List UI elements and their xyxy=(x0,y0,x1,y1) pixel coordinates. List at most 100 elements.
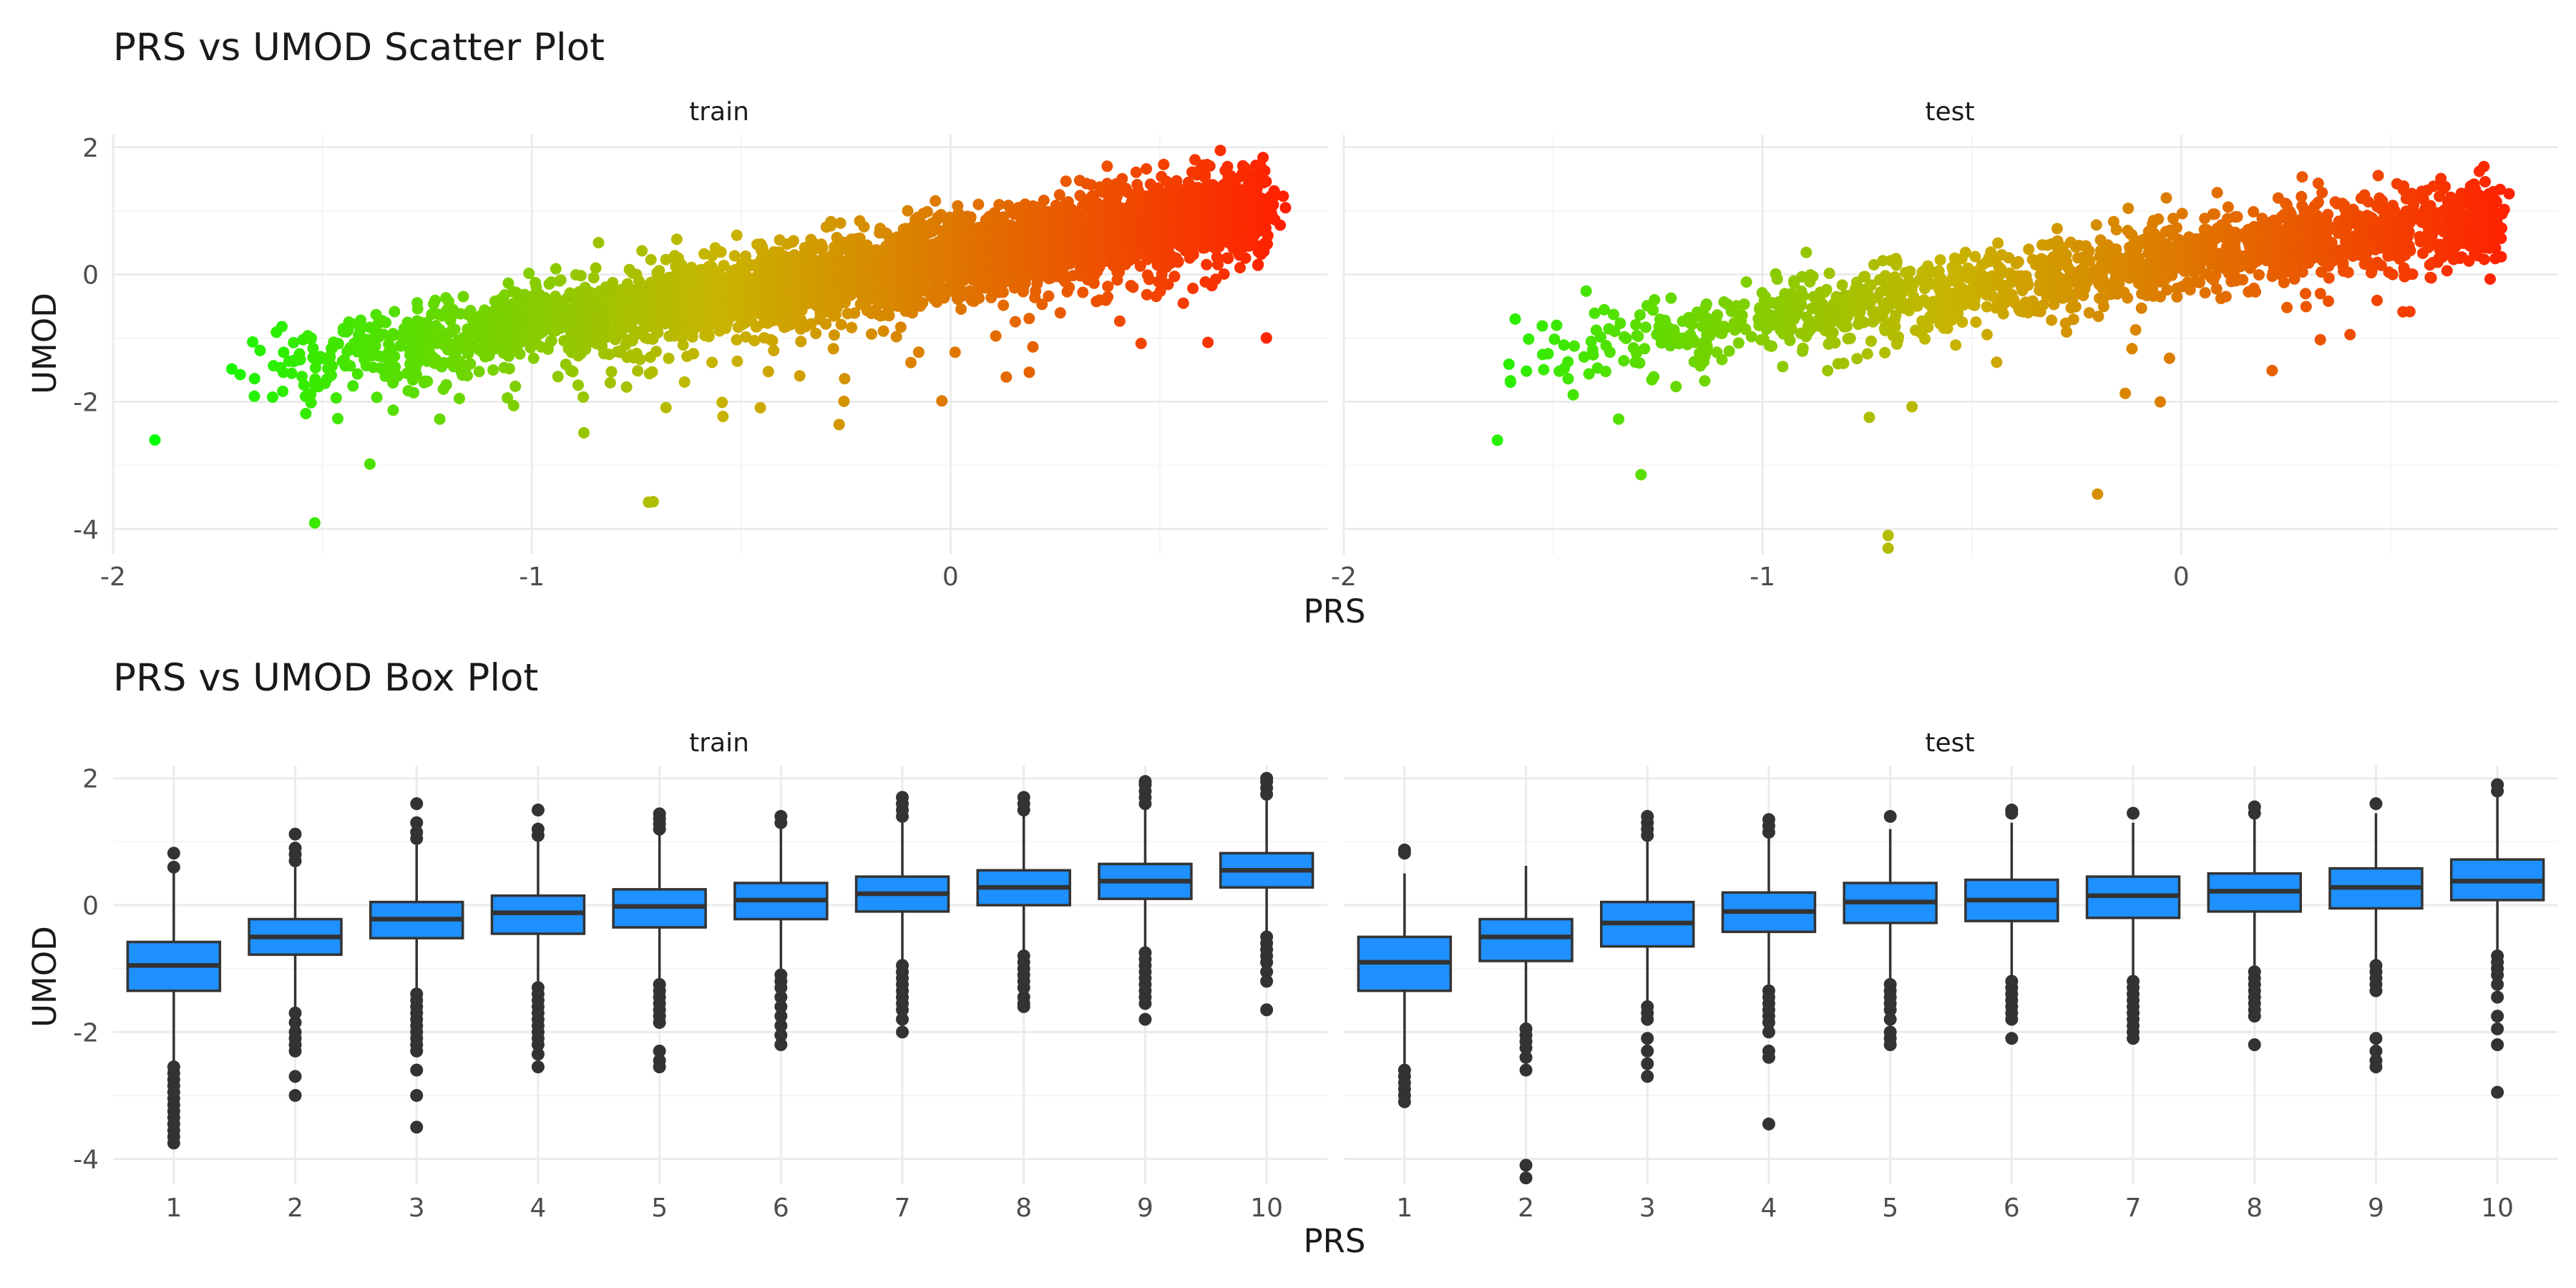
scatter-strip-test: test xyxy=(1925,97,1974,127)
scatter-point xyxy=(762,366,774,378)
scatter-point xyxy=(768,344,780,356)
scatter-point xyxy=(1587,348,1599,361)
scatter-point xyxy=(1102,280,1114,293)
scatter-point xyxy=(1259,165,1271,177)
scatter-point xyxy=(449,323,461,336)
scatter-point xyxy=(678,376,691,388)
scatter-point xyxy=(457,291,469,303)
scatter-point xyxy=(503,350,514,362)
scatter-point xyxy=(503,363,515,375)
scatter-point xyxy=(355,314,367,326)
scatter-point xyxy=(1934,254,1946,266)
scatter-point xyxy=(1712,309,1723,321)
scatter-point xyxy=(2023,243,2035,255)
scatter-point xyxy=(890,331,902,343)
scatter-point xyxy=(1277,190,1289,203)
scatter-point xyxy=(653,265,665,277)
scatter-point xyxy=(660,401,672,414)
scatter-point xyxy=(912,346,924,358)
scatter-point xyxy=(387,404,399,416)
scatter-point xyxy=(1504,375,1516,387)
scatter-point xyxy=(1639,321,1652,333)
scatter-point xyxy=(248,373,260,385)
scatter-point xyxy=(647,496,659,508)
scatter-point xyxy=(1113,315,1126,327)
scatter-point xyxy=(1991,356,2003,369)
scatter-point xyxy=(1766,340,1777,352)
scatter-point xyxy=(835,318,847,331)
scatter-point xyxy=(2022,279,2034,291)
scatter-point xyxy=(728,250,741,262)
scatter-point xyxy=(578,426,590,439)
scatter-point xyxy=(552,371,564,383)
scatter-point xyxy=(254,344,266,356)
scatter-point xyxy=(849,307,861,319)
scatter-point xyxy=(997,286,1009,298)
scatter-point xyxy=(1893,331,1904,343)
scatter-point xyxy=(1904,265,1916,278)
scatter-point xyxy=(636,245,648,257)
scatter-point xyxy=(866,328,877,340)
scatter-point xyxy=(278,346,290,358)
scatter-point xyxy=(634,353,646,366)
scatter-point xyxy=(620,381,633,393)
scatter-point xyxy=(965,211,977,223)
scatter-point xyxy=(1262,230,1274,242)
scatter-point xyxy=(827,343,839,355)
scatter-point xyxy=(2067,313,2079,326)
scatter-point xyxy=(1043,290,1055,302)
scatter-point xyxy=(1567,389,1579,401)
scatter-point xyxy=(294,353,306,366)
scatter-point xyxy=(1101,160,1113,172)
scatter-point xyxy=(1274,219,1287,231)
scatter-point xyxy=(787,235,799,247)
scatter-point xyxy=(1562,373,1574,385)
scatter-point xyxy=(1201,258,1213,270)
scatter-point xyxy=(1614,317,1626,329)
scatter-point xyxy=(332,413,343,424)
scatter-point xyxy=(1214,145,1226,157)
scatter-point xyxy=(523,268,535,279)
scatter-point xyxy=(1919,333,1931,345)
scatter-point xyxy=(997,299,1010,311)
scatter-point xyxy=(834,217,847,229)
scatter-point xyxy=(839,373,851,385)
scatter-point xyxy=(1738,298,1750,311)
scatter-point xyxy=(545,335,557,347)
scatter-point xyxy=(1538,364,1550,376)
scatter-point xyxy=(805,318,817,330)
scatter-point xyxy=(1000,371,1013,383)
scatter-point xyxy=(577,391,590,403)
scatter-point xyxy=(2097,301,2109,313)
scatter-point xyxy=(1116,172,1128,185)
scatter-point xyxy=(351,368,364,380)
scatter-point xyxy=(300,408,312,419)
scatter-point xyxy=(1260,332,1272,344)
scatter-point xyxy=(688,348,700,360)
scatter-point xyxy=(421,375,434,387)
scatter-point xyxy=(766,335,779,347)
scatter-point xyxy=(605,366,618,378)
scatter-point xyxy=(828,329,840,341)
scatter-point xyxy=(1054,307,1066,319)
scatter-point xyxy=(429,294,441,306)
scatter-point xyxy=(1580,285,1592,297)
scatter-point xyxy=(288,336,300,348)
scatter-point xyxy=(877,325,889,337)
scatter-point xyxy=(344,360,356,372)
scatter-point xyxy=(2092,311,2104,323)
scatter-point xyxy=(248,390,260,402)
scatter-point xyxy=(825,215,837,228)
scatter-point xyxy=(326,360,338,372)
scatter-point xyxy=(748,335,761,346)
scatter-point xyxy=(226,363,238,375)
scatter-title: PRS vs UMOD Scatter Plot xyxy=(113,26,605,69)
scatter-point xyxy=(575,270,587,282)
scatter-point xyxy=(660,253,672,265)
scatter-point xyxy=(247,336,259,348)
scatter-point xyxy=(369,340,381,352)
scatter-point xyxy=(1836,279,1848,291)
scatter-point xyxy=(731,229,743,241)
scatter-point xyxy=(330,392,342,404)
scatter-point xyxy=(677,339,689,351)
